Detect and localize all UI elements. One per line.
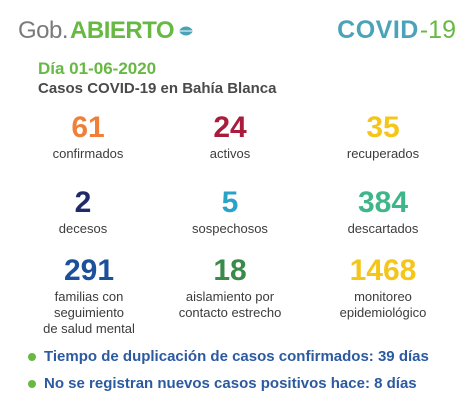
stat-value: 384 — [357, 186, 409, 219]
logo-abierto-text: ABIERTO — [70, 17, 175, 44]
stat-value: 2 — [74, 186, 92, 219]
stat-value: 24 — [213, 111, 247, 144]
stat-salud-mental: 291 familias con seguimiento de salud me… — [24, 254, 154, 336]
stat-monitoreo: 1468 monitoreo epidemiológico — [318, 254, 448, 320]
leaf-icon — [179, 26, 194, 36]
stat-value: 18 — [213, 254, 247, 287]
report-date: Día 01-06-2020 — [38, 59, 157, 78]
covid-number: -19 — [419, 15, 456, 44]
covid-19-logo: COVID -19 — [337, 13, 456, 47]
stat-label: confirmados — [52, 146, 124, 161]
stat-label: activos — [209, 146, 251, 161]
stat-recuperados: 35 recuperados — [318, 111, 448, 161]
stat-label: sospechosos — [192, 221, 268, 236]
covid-word: COVID — [337, 15, 419, 44]
stat-label-line: de salud mental — [43, 321, 135, 336]
gob-abierto-logo: Gob. ABIERTO — [18, 14, 194, 48]
stat-value: 291 — [63, 254, 115, 287]
stat-label-line: seguimiento — [53, 305, 125, 320]
logo-gob-text: Gob. — [18, 17, 69, 44]
stat-label: descartados — [347, 221, 419, 236]
bullet-dot-icon — [28, 379, 36, 388]
note-duplicacion: Tiempo de duplicación de casos confirmad… — [28, 348, 429, 365]
stat-activos: 24 activos — [170, 111, 290, 161]
stat-sospechosos: 5 sospechosos — [170, 186, 290, 236]
note-sin-nuevos-casos: No se registran nuevos casos positivos h… — [28, 375, 417, 392]
note-text: Tiempo de duplicación de casos confirmad… — [44, 348, 429, 365]
stat-value: 5 — [221, 186, 239, 219]
report-subtitle: Casos COVID-19 en Bahía Blanca — [38, 80, 277, 97]
stat-contacto-estrecho: 18 aislamiento por contacto estrecho — [165, 254, 295, 320]
stat-label-line: contacto estrecho — [178, 305, 282, 320]
stat-label: decesos — [58, 221, 108, 236]
stat-label-line: monitoreo — [354, 289, 412, 304]
bullet-dot-icon — [28, 352, 36, 361]
stat-value: 1468 — [349, 254, 417, 287]
note-text: No se registran nuevos casos positivos h… — [44, 375, 417, 392]
stat-label: recuperados — [346, 146, 420, 161]
stat-value: 61 — [71, 111, 105, 144]
stat-decesos: 2 decesos — [28, 186, 138, 236]
stat-label-line: aislamiento por — [185, 289, 275, 304]
stat-label-line: familias con — [54, 289, 124, 304]
stat-descartados: 384 descartados — [318, 186, 448, 236]
stat-label-line: epidemiológico — [339, 305, 427, 320]
stat-value: 35 — [366, 111, 400, 144]
stat-confirmados: 61 confirmados — [28, 111, 148, 161]
